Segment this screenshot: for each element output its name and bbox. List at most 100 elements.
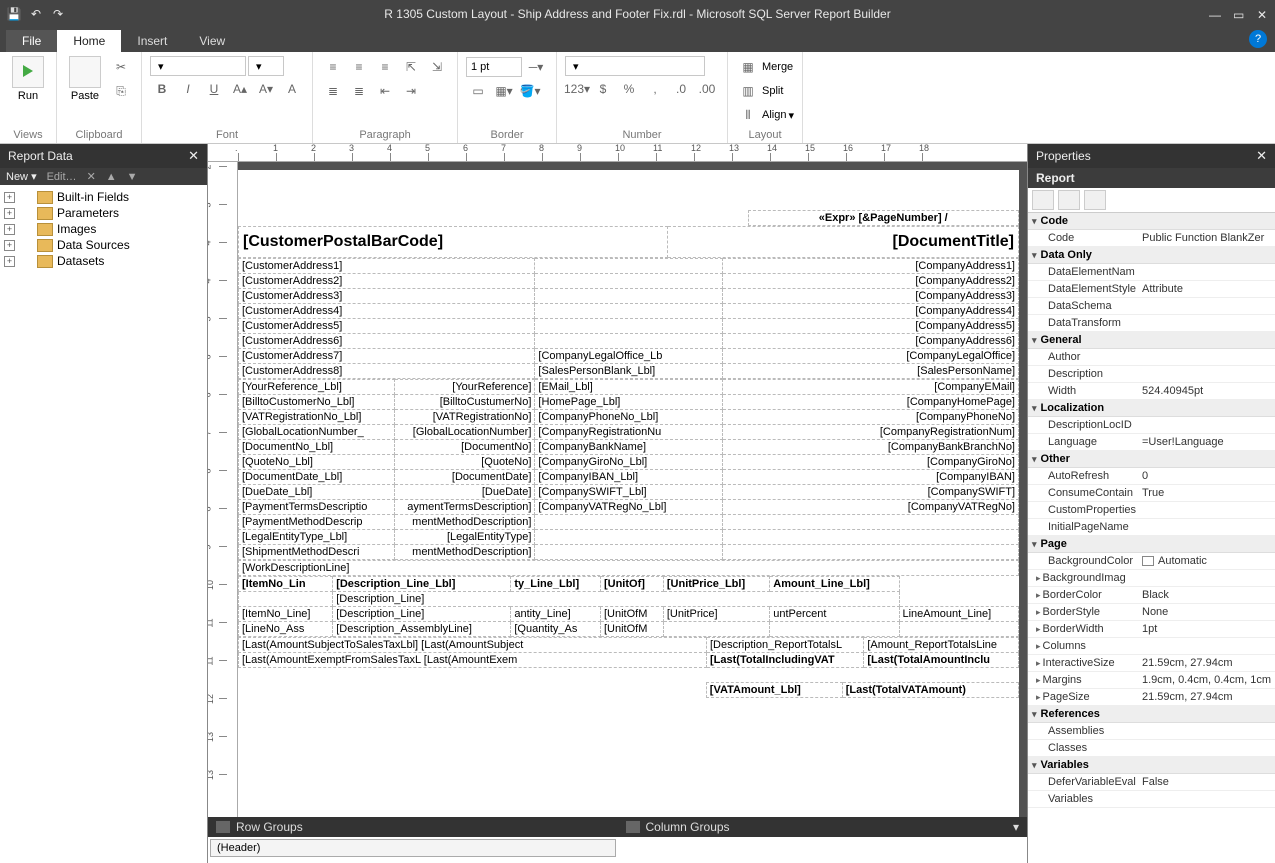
table-cell[interactable] [722, 515, 1018, 530]
table-cell[interactable]: [CustomerAddress7] [239, 349, 535, 364]
table-cell[interactable]: [Last(TotalIncludingVAT [707, 653, 864, 668]
table-header[interactable]: [Description_Line_Lbl] [333, 577, 511, 592]
expand-icon[interactable]: + [4, 208, 15, 219]
move-up-icon[interactable]: ▲ [106, 171, 117, 183]
table-cell[interactable]: [DueDate_Lbl] [239, 485, 395, 500]
table-cell[interactable] [535, 259, 722, 274]
prop-value[interactable]: None [1138, 604, 1275, 620]
expand-icon[interactable]: + [4, 240, 15, 251]
prop-category[interactable]: ▾Other [1028, 451, 1275, 468]
table-cell[interactable]: [VATRegistrationNo] [395, 410, 535, 425]
new-button[interactable]: New ▾ [6, 170, 37, 183]
table-cell[interactable]: [WorkDescriptionLine] [239, 561, 1019, 576]
table-cell[interactable] [899, 622, 1019, 637]
table-cell[interactable]: [GlobalLocationNumber_ [239, 425, 395, 440]
border-preset-icon[interactable]: ▦▾ [492, 80, 516, 102]
prop-row[interactable]: Language=User!Language [1028, 434, 1275, 451]
table-cell[interactable]: [CustomerAddress4] [239, 304, 535, 319]
align-left-icon[interactable]: ≡ [321, 56, 345, 78]
number-icon[interactable]: 123▾ [565, 78, 589, 100]
table-cell[interactable]: [PaymentMethodDescrip [239, 515, 395, 530]
prop-value[interactable]: 1pt [1138, 621, 1275, 637]
prop-value[interactable]: 21.59cm, 27.94cm [1138, 689, 1275, 705]
prop-value[interactable] [1138, 519, 1275, 535]
table-cell[interactable] [722, 530, 1018, 545]
prop-row[interactable]: ▸BorderWidth1pt [1028, 621, 1275, 638]
tab-home[interactable]: Home [57, 30, 121, 52]
report-canvas[interactable]: «Expr» [&PageNumber] /[CustomerPostalBar… [238, 170, 1019, 817]
table-cell[interactable]: untPercent [770, 607, 899, 622]
table-cell[interactable]: [LineNo_Ass [239, 622, 333, 637]
font-size-combo[interactable]: ▾ [248, 56, 284, 76]
border-color-icon[interactable]: ▭ [466, 80, 490, 102]
table-cell[interactable] [535, 304, 722, 319]
table-cell[interactable]: [GlobalLocationNumber] [395, 425, 535, 440]
table-header[interactable]: [UnitPrice_Lbl] [663, 577, 769, 592]
table-cell[interactable]: [Last(TotalAmountInclu [864, 653, 1019, 668]
table-cell[interactable]: aymentTermsDescription] [395, 500, 535, 515]
table-header[interactable]: ty_Line_Lbl] [511, 577, 601, 592]
prop-value[interactable]: Black [1138, 587, 1275, 603]
table-cell[interactable]: [UnitOfM [600, 622, 663, 637]
prop-row[interactable]: CodePublic Function BlankZer [1028, 230, 1275, 247]
prop-row[interactable]: Description [1028, 366, 1275, 383]
tree-node[interactable]: +Data Sources [2, 237, 205, 253]
table-cell[interactable]: [DocumentNo_Lbl] [239, 440, 395, 455]
table-cell[interactable]: [QuoteNo] [395, 455, 535, 470]
prop-value[interactable] [1138, 638, 1275, 654]
table-cell[interactable]: [CompanyIBAN_Lbl] [535, 470, 722, 485]
table-cell[interactable]: [CustomerAddress5] [239, 319, 535, 334]
expand-icon[interactable]: ▸ [1036, 641, 1041, 651]
prop-row[interactable]: ▸BorderColorBlack [1028, 587, 1275, 604]
underline-button[interactable]: U [202, 78, 226, 100]
table-cell[interactable]: [CompanySWIFT_Lbl] [535, 485, 722, 500]
prop-row[interactable]: Width524.40945pt [1028, 383, 1275, 400]
run-button[interactable]: Run [8, 56, 48, 102]
table-cell[interactable]: [CustomerAddress8] [239, 364, 535, 379]
prop-row[interactable]: CustomProperties [1028, 502, 1275, 519]
help-icon[interactable]: ? [1249, 30, 1267, 48]
table-cell[interactable]: [Amount_ReportTotalsLine [864, 638, 1019, 653]
table-cell[interactable]: [Last(AmountExemptFromSalesTaxL [Last(Am… [239, 653, 707, 668]
table-cell[interactable]: [CompanyAddress6] [722, 334, 1018, 349]
table-cell[interactable]: [Last(TotalVATAmount) [842, 683, 1018, 698]
comma-icon[interactable]: , [643, 78, 667, 100]
table-cell[interactable]: mentMethodDescription] [395, 515, 535, 530]
prop-row[interactable]: ▸PageSize21.59cm, 27.94cm [1028, 689, 1275, 706]
prop-value[interactable]: =User!Language [1138, 434, 1275, 450]
prop-value[interactable] [1138, 417, 1275, 433]
table-cell[interactable]: [DocumentDate_Lbl] [239, 470, 395, 485]
prop-category[interactable]: ▾References [1028, 706, 1275, 723]
prop-value[interactable] [1138, 570, 1275, 586]
numbering-icon[interactable]: ≣ [347, 80, 371, 102]
table-cell[interactable]: [LegalEntityType_Lbl] [239, 530, 395, 545]
table-cell[interactable]: [SalesPersonName] [722, 364, 1018, 379]
table-cell[interactable]: [CustomerAddress3] [239, 289, 535, 304]
prop-row[interactable]: DataSchema [1028, 298, 1275, 315]
prop-value[interactable] [1138, 791, 1275, 807]
table-cell[interactable] [535, 274, 722, 289]
table-cell[interactable]: [Last(AmountSubjectToSalesTaxLbl] [Last(… [239, 638, 707, 653]
table-cell[interactable]: [CompanyAddress5] [722, 319, 1018, 334]
prop-value[interactable] [1138, 502, 1275, 518]
prop-value[interactable] [1138, 264, 1275, 280]
prop-value[interactable]: 0 [1138, 468, 1275, 484]
prop-value[interactable]: 1.9cm, 0.4cm, 0.4cm, 1cm [1138, 672, 1275, 688]
table-cell[interactable]: [Description_ReportTotalsL [707, 638, 864, 653]
prop-value[interactable] [1138, 315, 1275, 331]
currency-icon[interactable]: $ [591, 78, 615, 100]
decrease-decimal-icon[interactable]: .00 [695, 78, 719, 100]
table-cell[interactable]: [BilltoCustumerNo] [395, 395, 535, 410]
barcode-cell[interactable]: [CustomerPostalBarCode] [239, 227, 668, 258]
table-cell[interactable]: [CompanyRegistrationNum] [722, 425, 1018, 440]
table-cell[interactable]: [CompanyGiroNo] [722, 455, 1018, 470]
tab-file[interactable]: File [6, 30, 57, 52]
expand-icon[interactable]: + [4, 224, 15, 235]
table-cell[interactable]: [YourReference_Lbl] [239, 380, 395, 395]
prop-category[interactable]: ▾General [1028, 332, 1275, 349]
table-cell[interactable]: [CompanyRegistrationNu [535, 425, 722, 440]
align-center-icon[interactable]: ≡ [347, 56, 371, 78]
table-cell[interactable]: [ItemNo_Line] [239, 607, 333, 622]
table-header[interactable]: [ItemNo_Lin [239, 577, 333, 592]
table-cell[interactable]: [CompanyVATRegNo] [722, 500, 1018, 515]
